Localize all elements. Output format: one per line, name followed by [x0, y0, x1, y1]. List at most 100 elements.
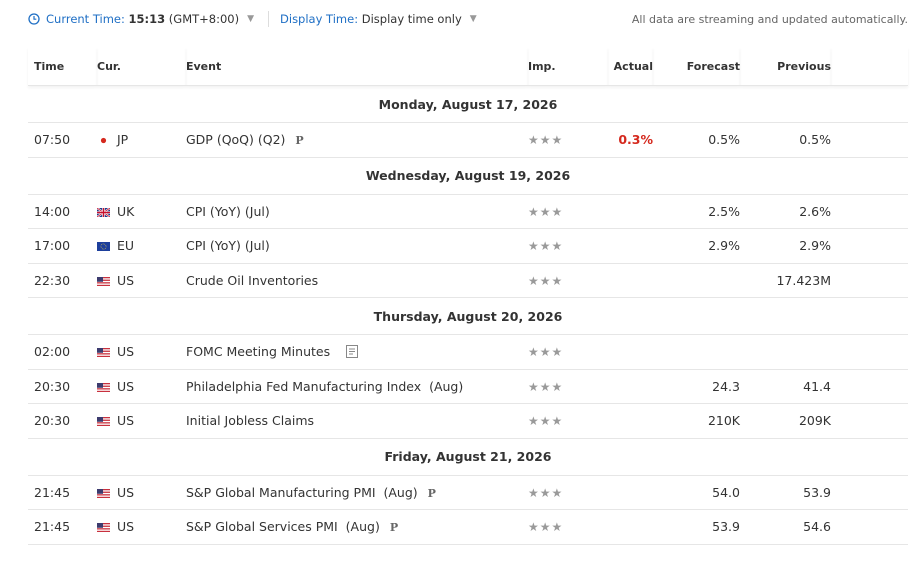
column-header: Previous [740, 47, 831, 86]
column-header: Event [186, 47, 528, 86]
event: GDP (QoQ) (Q2) P [186, 122, 528, 158]
event-name[interactable]: S&P Global Manufacturing PMI (Aug) [186, 484, 418, 500]
event-row: 02:00 US FOMC Meeting Minutes ★★★ [28, 334, 908, 370]
importance: ★★★ [528, 475, 608, 510]
date-label: Friday, August 21, 2026 [28, 438, 908, 476]
time: 20:30 [28, 369, 97, 404]
event-name[interactable]: S&P Global Services PMI (Aug) [186, 519, 380, 535]
event-name[interactable]: GDP (QoQ) (Q2) [186, 132, 286, 148]
importance: ★★★ [528, 369, 608, 404]
spacer [831, 194, 908, 229]
importance-stars: ★★★ [528, 345, 564, 360]
date-label: Thursday, August 20, 2026 [28, 297, 908, 335]
previous: 53.9 [740, 475, 831, 510]
previous: 17.423M [740, 263, 831, 298]
date-row: Thursday, August 20, 2026 [28, 297, 908, 335]
currency: UK [97, 194, 186, 229]
forecast: 53.9 [653, 509, 740, 545]
currency: EU [97, 228, 186, 264]
display-time[interactable]: Display time only [361, 12, 462, 26]
event-row: 20:30 US Initial Jobless Claims ★★★ 210K 209K [28, 403, 908, 439]
currency: US [97, 369, 186, 404]
forecast: 2.5% [653, 194, 740, 229]
time: 21:45 [28, 475, 97, 510]
preliminary-badge: P [295, 134, 304, 148]
separator [268, 11, 270, 27]
importance: ★★★ [528, 122, 608, 158]
column-header-spacer [831, 47, 908, 86]
spacer [831, 369, 908, 404]
importance-stars: ★★★ [528, 520, 564, 535]
importance-stars: ★★★ [528, 273, 564, 288]
actual: 0.3% [608, 122, 653, 158]
flag [97, 417, 110, 426]
event-row: 07:50 JP GDP (QoQ) (Q2) P ★★★ 0.3% 0.5% 0.5% [28, 122, 908, 158]
flag [97, 489, 110, 498]
column-header: Time [28, 47, 97, 86]
preliminary-badge: P [389, 521, 399, 535]
importance-stars: ★★★ [528, 204, 564, 219]
event-row: 21:45 US S&P Global Manufacturing PMI (Aug… [28, 475, 908, 510]
actual [608, 334, 653, 370]
event-row: 17:00 EU CPI (YoY) (Jul) ★★★ 2.9% 2.9% [28, 228, 908, 264]
spacer [831, 403, 908, 439]
currency-code: EU [117, 238, 135, 254]
calendar-table: Time Cur. Event Imp. Actual Forecast Pre… [28, 47, 908, 545]
flag [97, 523, 110, 532]
toolbar: Current Time: 15:13 (GMT+8:00) ▼ Display… [28, 9, 908, 29]
importance: ★★★ [528, 509, 608, 545]
date-row: Monday, August 17, 2026 [28, 85, 908, 123]
event: Philadelphia Fed Manufacturing Index (Au… [186, 369, 528, 404]
spacer [831, 334, 908, 370]
notice: All data are streaming and updated autom… [631, 12, 908, 26]
actual [608, 369, 653, 404]
currency: US [97, 403, 186, 439]
event: S&P Global Services PMI (Aug) P [186, 509, 528, 545]
flag [97, 242, 110, 251]
date-label: Wednesday, August 19, 2026 [28, 157, 908, 195]
spacer [831, 122, 908, 158]
event-name[interactable]: CPI (YoY) (Jul) [186, 238, 270, 254]
clock-icon [28, 13, 40, 25]
previous: 2.9% [740, 228, 831, 264]
event: CPI (YoY) (Jul) [186, 194, 528, 229]
event: Initial Jobless Claims [186, 403, 528, 439]
event-name[interactable]: FOMC Meeting Minutes [186, 344, 331, 360]
column-header: Forecast [653, 47, 740, 86]
time: 07:50 [28, 122, 97, 158]
time: 17:00 [28, 228, 97, 264]
time: 22:30 [28, 263, 97, 298]
event-name[interactable]: Philadelphia Fed Manufacturing Index (Au… [186, 378, 464, 394]
forecast [653, 263, 740, 298]
importance-stars: ★★★ [528, 379, 564, 394]
importance: ★★★ [528, 194, 608, 229]
importance: ★★★ [528, 403, 608, 439]
forecast: 210K [653, 403, 740, 439]
flag [97, 348, 110, 357]
dropdown-caret[interactable]: ▼ [247, 14, 255, 24]
currency: US [97, 475, 186, 510]
previous: 41.4 [740, 369, 831, 404]
actual [608, 194, 653, 229]
notes-icon[interactable] [346, 345, 359, 359]
event-name[interactable]: Crude Oil Inventories [186, 272, 319, 288]
forecast: 2.9% [653, 228, 740, 264]
event: S&P Global Manufacturing PMI (Aug) P [186, 475, 528, 510]
importance-stars: ★★★ [528, 485, 564, 500]
currency-code: US [117, 378, 135, 394]
currency-code: US [117, 344, 135, 360]
event-name[interactable]: CPI (YoY) (Jul) [186, 203, 270, 219]
forecast: 24.3 [653, 369, 740, 404]
currency-code: US [117, 484, 135, 500]
forecast: 54.0 [653, 475, 740, 510]
display-time-label: Display Time: [280, 12, 359, 26]
actual [608, 228, 653, 264]
actual [608, 263, 653, 298]
forecast: 0.5% [653, 122, 740, 158]
spacer [831, 228, 908, 264]
time: 21:45 [28, 509, 97, 545]
dropdown-caret[interactable]: ▼ [469, 14, 477, 24]
date-row: Friday, August 21, 2026 [28, 438, 908, 476]
timezone[interactable]: (GMT+8:00) [168, 12, 240, 26]
event-name[interactable]: Initial Jobless Claims [186, 413, 315, 429]
